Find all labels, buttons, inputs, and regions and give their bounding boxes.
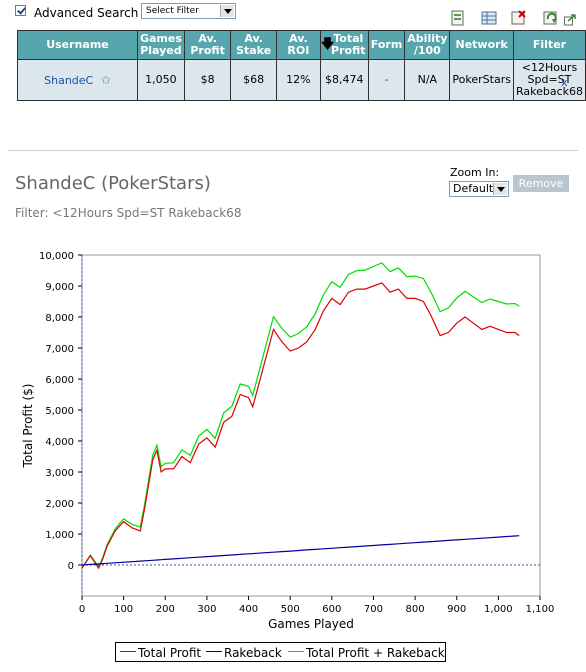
section-divider (8, 150, 578, 151)
x-tick-label: 600 (322, 604, 341, 615)
cell-form: - (367, 59, 406, 101)
chevron-down-icon (220, 5, 234, 17)
y-tick-label: 7,000 (45, 344, 74, 355)
zoom-select[interactable]: Default (449, 181, 509, 197)
cell-av-profit: $8 (183, 59, 232, 101)
y-tick-label: 4,000 (45, 437, 74, 448)
y-tick-label: 5,000 (45, 406, 74, 417)
col-header-form[interactable]: Form (367, 30, 406, 60)
y-tick-label: 3,000 (45, 468, 74, 479)
x-axis-label: Games Played (268, 617, 354, 631)
player-title: ShandeC (PokerStars) (15, 173, 211, 194)
x-tick-label: 0 (79, 604, 85, 615)
x-tick-label: 400 (239, 604, 258, 615)
y-tick-label: 0 (68, 561, 74, 572)
advanced-search-checkbox[interactable] (15, 5, 26, 16)
cell-games-played: 1,050 (136, 59, 185, 101)
cell-ability: N/A (404, 59, 451, 101)
player-cell[interactable]: ShandeC ✩ (17, 59, 138, 101)
filter-select-value: Select Filter (146, 6, 199, 16)
legend-swatch-rakeback (206, 651, 222, 652)
col-header-av-stake[interactable]: Av. Stake (230, 30, 277, 60)
filter-description: Filter: <12Hours Spd=ST Rakeback68 (15, 206, 242, 220)
col-header-games-played[interactable]: Games Played (136, 30, 185, 60)
col-header-network[interactable]: Network (449, 30, 514, 60)
series-line-total-profit-rakeback (81, 262, 520, 569)
remove-button[interactable]: Remove (513, 175, 569, 192)
plot-area (81, 254, 541, 597)
y-axis-label: Total Profit ($) (21, 384, 35, 469)
zoom-select-value: Default (453, 182, 494, 195)
top-bar: Advanced Search Select Filter (0, 0, 586, 28)
legend-label-total-profit: Total Profit (138, 646, 202, 660)
export-icon[interactable] (564, 14, 576, 26)
player-name-link[interactable]: ShandeC (44, 73, 94, 87)
advanced-search-label: Advanced Search (34, 6, 139, 20)
x-tick-label: 900 (447, 604, 466, 615)
y-tick-label: 10,000 (39, 251, 74, 262)
cell-av-stake: $68 (230, 59, 277, 101)
x-tick-label: 100 (114, 604, 133, 615)
delete-icon[interactable] (511, 10, 527, 26)
x-tick-label: 1,100 (526, 604, 555, 615)
y-tick-label: 1,000 (45, 530, 74, 541)
col-header-total-profit[interactable]: 🡇 Total Profit (319, 30, 369, 60)
y-tick-label: 8,000 (45, 313, 74, 324)
cell-total-profit: $8,474 (319, 59, 369, 101)
profit-chart: 0 1,000 2,000 3,000 4,000 5,000 6,000 7,000 8,00… (21, 251, 555, 631)
col-header-av-roi[interactable]: Av. ROI (275, 30, 321, 60)
chart-legend: Total Profit Rakeback Total Profit + Rak… (115, 642, 446, 662)
cell-filter: <12Hours Spd=ST Rakeback68 (512, 59, 586, 101)
x-tick-label: 300 (197, 604, 216, 615)
player-icon[interactable]: ✩ (100, 72, 111, 87)
cell-network: PokerStars (449, 59, 514, 101)
x-tick-label: 800 (406, 604, 425, 615)
refresh-icon[interactable] (543, 10, 559, 26)
series-line-rakeback (81, 535, 520, 566)
cell-av-roi: 12% (275, 59, 321, 101)
x-tick-label: 1,000 (484, 604, 513, 615)
y-tick-label: 6,000 (45, 375, 74, 386)
col-header-av-profit[interactable]: Av. Profit (183, 30, 232, 60)
chevron-down-icon (493, 183, 507, 195)
legend-swatch-total-profit-rakeback (288, 651, 304, 652)
x-tick-label: 200 (156, 604, 175, 615)
col-header-ability[interactable]: Ability /100 (404, 30, 451, 60)
sort-arrow-down-icon: 🡇 (320, 37, 335, 52)
report-icon[interactable] (450, 10, 466, 26)
table-row[interactable]: ShandeC ✩ 1,050 $8 $68 12% $8,474 - N/A … (17, 59, 586, 101)
col-header-total-profit-label: Total Profit (331, 32, 366, 57)
zoom-label: Zoom In: (450, 166, 500, 179)
player-table: Username Games Played Av. Profit Av. Sta… (17, 30, 586, 101)
col-header-username[interactable]: Username (17, 30, 138, 60)
x-tick-label: 700 (364, 604, 383, 615)
legend-label-rakeback: Rakeback (224, 646, 282, 660)
remove-row-link[interactable]: x (561, 76, 568, 89)
legend-swatch-total-profit (120, 651, 136, 652)
x-tick-label: 500 (281, 604, 300, 615)
legend-label-total-profit-rakeback: Total Profit + Rakeback (306, 646, 445, 660)
filter-select[interactable]: Select Filter (141, 3, 236, 19)
series-line-total-profit (81, 282, 520, 570)
col-header-filter[interactable]: Filter (512, 30, 586, 60)
table-header-row: Username Games Played Av. Profit Av. Sta… (17, 30, 586, 60)
grid-icon[interactable] (481, 10, 497, 26)
y-tick-label: 2,000 (45, 499, 74, 510)
y-tick-label: 9,000 (45, 282, 74, 293)
